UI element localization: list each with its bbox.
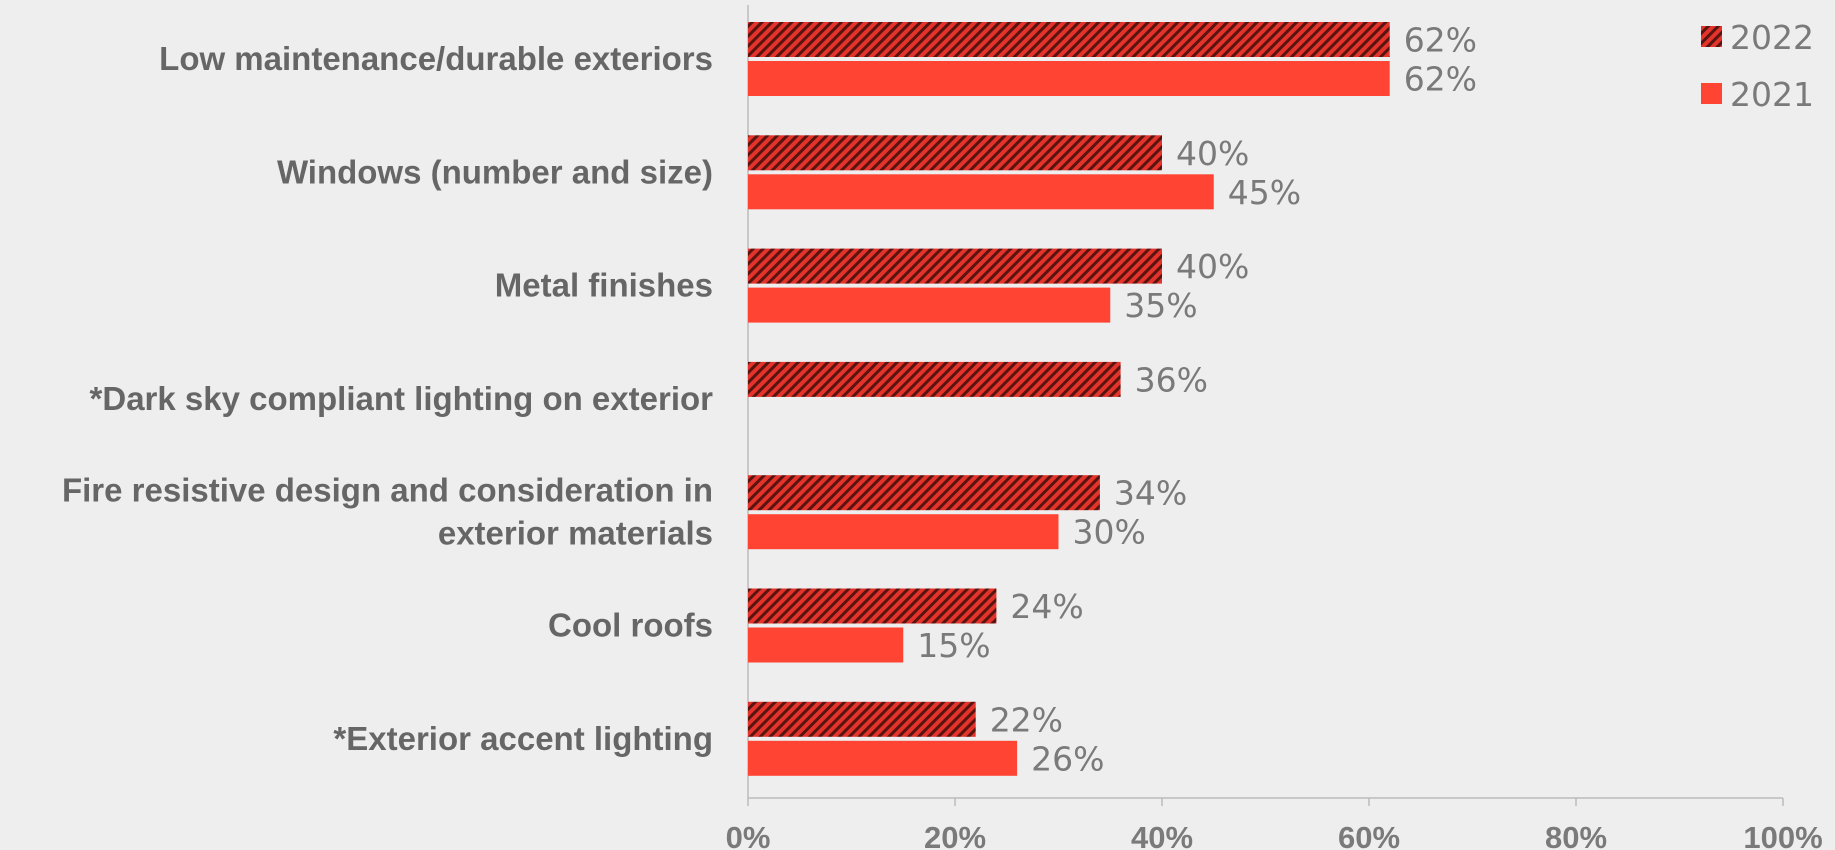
category-label: Low maintenance/durable exteriors xyxy=(159,40,713,77)
bar-2022 xyxy=(748,135,1162,171)
bar-2022 xyxy=(748,701,976,737)
bar-2021 xyxy=(748,287,1111,323)
bar-2021 xyxy=(748,514,1059,550)
bar-2022 xyxy=(748,361,1121,397)
x-axis-ticks: 0% 20% 40% 60% 80% 100% xyxy=(726,798,1823,850)
x-tick-label: 60% xyxy=(1338,820,1400,850)
data-label-2022: 40% xyxy=(1176,134,1249,173)
data-label-2022: 34% xyxy=(1114,474,1187,513)
value-labels: 62%62%40%45%40%35%36%34%30%24%15%22%26% xyxy=(917,21,1477,779)
category-label: Windows (number and size) xyxy=(277,153,713,190)
legend: 2022 2021 xyxy=(1701,18,1814,114)
bar-2022 xyxy=(748,475,1100,511)
legend-label-2021: 2021 xyxy=(1730,75,1814,114)
bar-2022 xyxy=(748,248,1162,284)
data-label-2021: 62% xyxy=(1404,60,1477,99)
data-label-2022: 40% xyxy=(1176,247,1249,286)
legend-swatch-2021 xyxy=(1701,83,1722,104)
legend-swatch-2022 xyxy=(1701,26,1722,47)
data-label-2021: 30% xyxy=(1073,513,1146,552)
category-label: Fire resistive design and consideration … xyxy=(62,472,713,509)
bar-2022 xyxy=(748,22,1390,57)
category-label: *Exterior accent lighting xyxy=(333,720,713,757)
legend-label-2022: 2022 xyxy=(1730,18,1814,57)
bar-2021 xyxy=(748,627,904,663)
x-tick-label: 80% xyxy=(1545,820,1607,850)
bar-2022 xyxy=(748,588,997,624)
category-label: Cool roofs xyxy=(548,607,713,644)
data-label-2021: 45% xyxy=(1228,173,1301,212)
data-label-2022: 24% xyxy=(1010,587,1083,626)
data-label-2022: 62% xyxy=(1404,21,1477,60)
data-label-2022: 36% xyxy=(1135,360,1208,399)
bar-2021 xyxy=(748,174,1214,210)
category-labels: Low maintenance/durable exteriors Windows… xyxy=(62,40,713,757)
category-label: *Dark sky compliant lighting on exterior xyxy=(90,380,714,417)
data-label-2021: 15% xyxy=(917,626,990,665)
x-tick-label: 40% xyxy=(1131,820,1193,850)
category-label: exterior materials xyxy=(438,515,713,552)
bars xyxy=(748,22,1390,776)
x-tick-label: 0% xyxy=(726,820,771,850)
data-label-2021: 35% xyxy=(1124,286,1197,325)
x-tick-label: 20% xyxy=(924,820,986,850)
axes xyxy=(747,5,1783,799)
bar-2021 xyxy=(748,61,1390,96)
data-label-2022: 22% xyxy=(990,700,1063,739)
x-tick-label: 100% xyxy=(1743,820,1822,850)
bar-2021 xyxy=(748,740,1018,776)
category-label: Metal finishes xyxy=(495,267,713,304)
data-label-2021: 26% xyxy=(1031,739,1104,778)
